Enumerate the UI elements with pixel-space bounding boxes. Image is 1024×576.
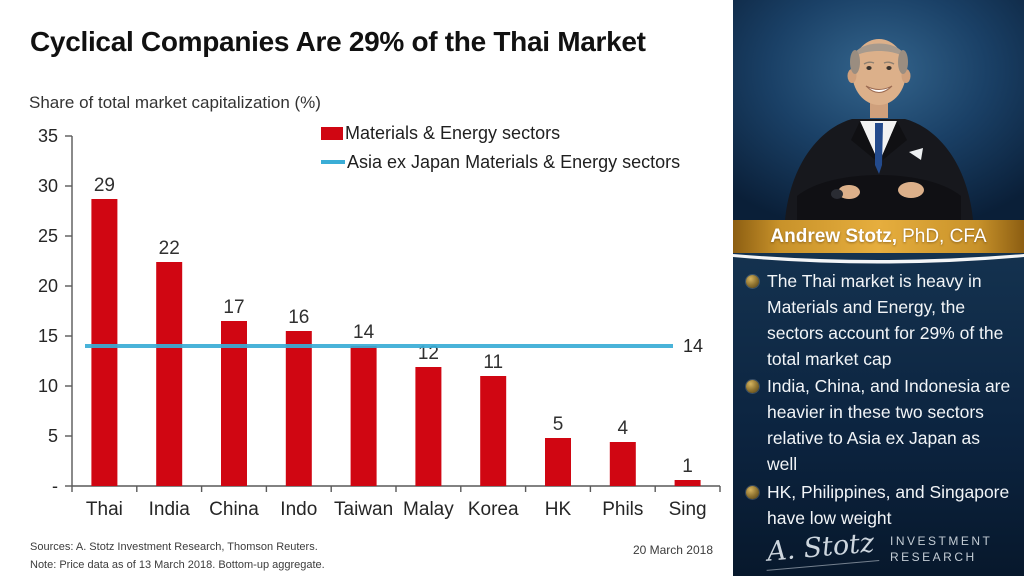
x-category-label: Malay xyxy=(403,499,454,520)
globe-bullet-icon xyxy=(746,485,759,499)
bar-Taiwan xyxy=(350,346,377,486)
bar-value-label: 17 xyxy=(223,297,244,318)
portrait-photo xyxy=(733,0,1024,220)
chart-legend: Materials & Energy sectors Asia ex Japan… xyxy=(321,123,680,181)
bar-value-label: 29 xyxy=(94,175,115,196)
bar-value-label: 4 xyxy=(618,418,629,439)
globe-bullet-icon xyxy=(746,275,759,288)
chart-panel: Cyclical Companies Are 29% of the Thai M… xyxy=(29,26,721,571)
x-category-label: Indo xyxy=(280,499,317,520)
y-tick-label: 15 xyxy=(38,326,58,346)
logo-line2: RESEARCH xyxy=(890,550,977,564)
x-category-label: HK xyxy=(545,499,572,520)
reference-line-label: 14 xyxy=(683,336,703,356)
bullet-text: The Thai market is heavy in Materials an… xyxy=(767,271,1004,370)
portrait-illustration-icon xyxy=(733,0,1024,220)
logo-wordmark: INVESTMENT RESEARCH xyxy=(890,533,992,565)
list-item: The Thai market is heavy in Materials an… xyxy=(746,268,1014,372)
bullet-text: HK, Philippines, and Singapore have low … xyxy=(767,481,1010,528)
x-category-label: Taiwan xyxy=(334,499,393,520)
list-item: India, China, and Indonesia are heavier … xyxy=(746,373,1014,477)
sidebar-content: The Thai market is heavy in Materials an… xyxy=(733,253,1024,576)
sources-text: Sources: A. Stotz Investment Research, T… xyxy=(30,541,318,553)
swoosh-divider xyxy=(733,254,1024,264)
note-text: Note: Price data as of 13 March 2018. Bo… xyxy=(30,559,325,571)
chart-axis-title: Share of total market capitalization (%) xyxy=(29,93,321,112)
bar-value-label: 16 xyxy=(288,307,309,328)
x-category-label: India xyxy=(149,499,191,520)
logo-line1: INVESTMENT xyxy=(890,533,993,548)
y-tick-label: 10 xyxy=(38,376,58,396)
y-tick-label: 35 xyxy=(38,126,58,146)
bar-chart-plot: 3530252015105-29Thai22India17China16Indo… xyxy=(38,126,721,520)
bar-value-label: 22 xyxy=(159,238,180,259)
company-logo: A. Stotz INVESTMENT RESEARCH xyxy=(733,527,1024,576)
bar-Thai xyxy=(91,199,118,486)
x-category-label: Phils xyxy=(602,499,643,520)
x-category-label: China xyxy=(209,499,259,520)
person-credentials: PhD, CFA xyxy=(902,225,987,247)
bar-value-label: 1 xyxy=(682,456,693,477)
bar-series-swatch-icon xyxy=(321,126,343,140)
bar-HK xyxy=(545,438,571,486)
globe-bullet-icon xyxy=(746,380,759,394)
bar-value-label: 5 xyxy=(553,414,564,435)
bar-China xyxy=(221,321,247,486)
bar-Indo xyxy=(285,331,312,486)
y-tick-label: 20 xyxy=(38,276,58,296)
bar-Sing xyxy=(674,480,701,486)
legend-label: Materials & Energy sectors xyxy=(345,122,561,143)
bar-Korea xyxy=(480,376,507,486)
legend-label: Asia ex Japan Materials & Energy sectors xyxy=(347,151,681,172)
y-tick-label: 5 xyxy=(48,426,58,446)
x-category-label: Korea xyxy=(468,499,519,520)
person-name: Andrew Stotz, xyxy=(770,225,898,247)
sidebar: Andrew Stotz, PhD, CFA The Thai market i… xyxy=(733,0,1024,576)
bar-Phils xyxy=(609,442,636,486)
date-text: 20 March 2018 xyxy=(632,543,713,557)
signature-logo-icon: A. Stotz xyxy=(763,527,880,571)
bar-value-label: 11 xyxy=(483,352,503,373)
key-points-list: The Thai market is heavy in Materials an… xyxy=(733,266,1024,532)
x-category-label: Thai xyxy=(86,499,123,520)
x-category-label: Sing xyxy=(669,499,707,520)
name-banner: Andrew Stotz, PhD, CFA xyxy=(733,220,1024,253)
bar-value-label: 12 xyxy=(418,343,439,364)
legend-item-bars: Materials & Energy sectors xyxy=(321,123,680,143)
page-title: Cyclical Companies Are 29% of the Thai M… xyxy=(30,26,646,57)
y-tick-label: 25 xyxy=(38,226,58,246)
bar-India xyxy=(156,262,183,486)
y-tick-label: 30 xyxy=(38,176,58,196)
legend-item-line: Asia ex Japan Materials & Energy sectors xyxy=(321,152,680,172)
bullet-text: India, China, and Indonesia are heavier … xyxy=(767,376,1011,475)
list-item: HK, Philippines, and Singapore have low … xyxy=(746,479,1014,531)
y-tick-label: - xyxy=(52,476,58,496)
bar-value-label: 14 xyxy=(353,322,375,343)
line-series-swatch-icon xyxy=(321,160,345,164)
bar-Malay xyxy=(415,367,442,486)
